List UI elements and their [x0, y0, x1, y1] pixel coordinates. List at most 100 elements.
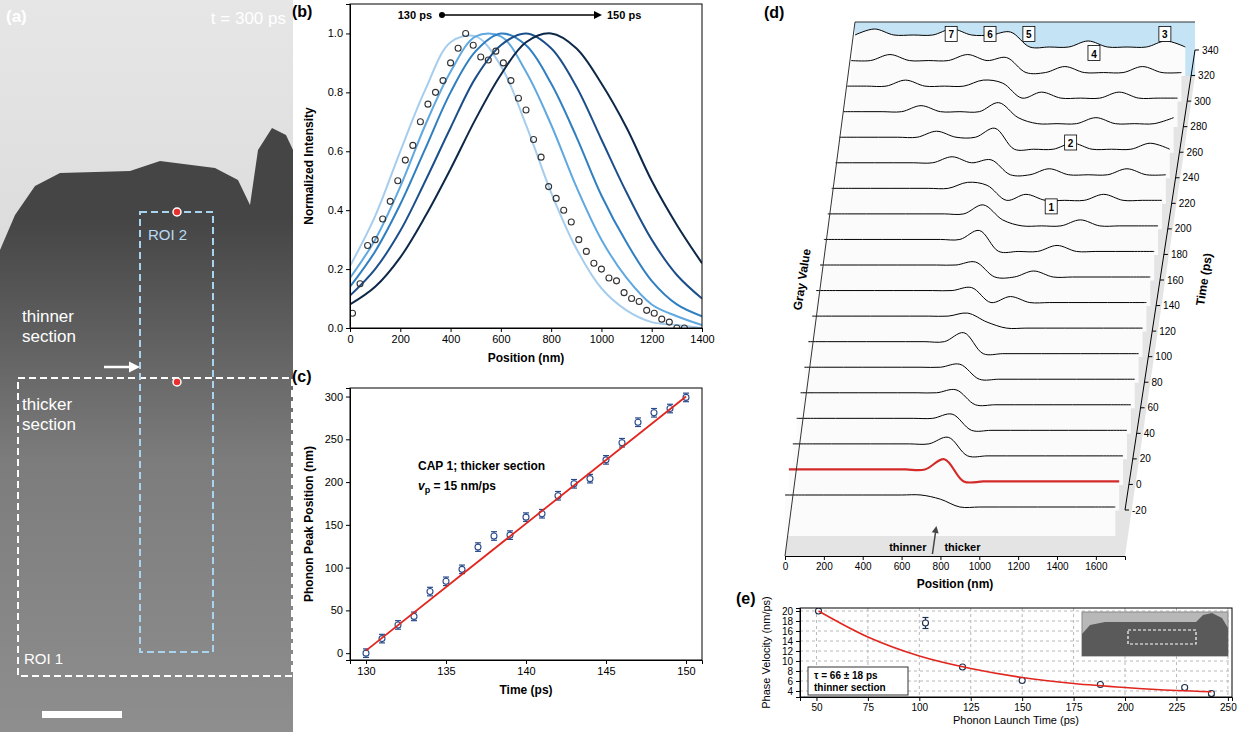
point: [587, 476, 593, 482]
tick: 1200: [1008, 556, 1031, 572]
tick: 1600: [1085, 556, 1108, 572]
tick-label: 10: [782, 656, 794, 667]
point: [666, 319, 672, 325]
tick: 0: [347, 328, 353, 345]
axis: -200204060801001201401601802002202402602…: [1125, 45, 1219, 516]
plot-frame: [350, 388, 702, 660]
tick-mark: [1074, 697, 1075, 701]
tick-label: 130: [357, 665, 375, 677]
point: [508, 78, 514, 84]
tick-mark: [1176, 177, 1180, 178]
tick-label: 75: [863, 702, 875, 713]
tick: 240: [1176, 172, 1200, 183]
annotation: 130 ps: [398, 9, 432, 21]
tick-mark: [1160, 280, 1164, 281]
tick: 200: [1117, 697, 1134, 713]
tick: 200: [392, 328, 410, 345]
tick-label: 300: [1194, 96, 1211, 107]
tick-label: 1200: [1008, 561, 1031, 572]
tick: 8: [787, 666, 800, 677]
tick-mark: [940, 556, 941, 560]
tick-mark: [526, 660, 527, 664]
trace: [804, 364, 1134, 380]
tick-label: 320: [1198, 70, 1215, 81]
arrow-head: [932, 526, 939, 534]
tick-mark: [686, 660, 687, 664]
tick-label: 200: [1117, 702, 1134, 713]
tick: 0.2: [328, 263, 350, 275]
point: [372, 237, 378, 243]
tick-label: 400: [855, 561, 872, 572]
error-bar-line: [395, 629, 401, 630]
tick: 100: [325, 562, 350, 574]
tick-label: 1.0: [328, 27, 343, 39]
box-edge: [855, 22, 1195, 23]
tick-label: 50: [331, 604, 343, 616]
roi-box: [140, 212, 213, 652]
arrow-head: [594, 11, 602, 19]
tick-mark: [551, 328, 552, 332]
arrow-head: [129, 362, 140, 373]
tick: 20: [782, 606, 800, 617]
tick-label: 50: [811, 702, 823, 713]
tick: 150: [677, 660, 695, 677]
trace: [789, 459, 1119, 482]
tick-label: 80: [1151, 377, 1163, 388]
line: [350, 33, 702, 325]
tick-label: 220: [1179, 198, 1196, 209]
box-edge: [785, 22, 855, 556]
tick-mark: [868, 697, 869, 701]
tick-label: 0.2: [328, 263, 343, 275]
tick-mark: [1168, 228, 1172, 229]
point: [583, 248, 589, 254]
error-bar-line: [683, 401, 689, 402]
tick: 16: [782, 626, 800, 637]
point: [432, 89, 438, 95]
plot-area: [350, 30, 702, 328]
axis-line: [351, 329, 703, 333]
tick-mark: [1152, 331, 1156, 332]
point: [531, 136, 537, 142]
point: [576, 237, 582, 243]
error-bar: [922, 618, 928, 629]
tick: 300: [1187, 96, 1211, 107]
tick: 280: [1183, 121, 1207, 132]
error-bar: [587, 474, 593, 483]
tick-label: 1400: [690, 333, 714, 345]
tick-mark: [1141, 407, 1145, 408]
tick: 1400: [1046, 556, 1069, 572]
point: [417, 119, 423, 125]
panel: 5075100125150175200225250468101214161820…: [736, 590, 1237, 726]
error-bar-line: [651, 408, 657, 409]
tick: 160: [1160, 275, 1184, 286]
tick-label: 125: [963, 702, 980, 713]
tick-mark: [346, 610, 350, 611]
tick: 220: [1172, 198, 1196, 209]
tick: 50: [811, 697, 823, 713]
error-bar-line: [651, 416, 657, 417]
tick-label: 140: [1163, 300, 1180, 311]
tick-mark: [785, 556, 786, 560]
error-bar-line: [523, 512, 529, 513]
tick-label: 340: [1202, 45, 1219, 56]
trace: [851, 55, 1181, 74]
point: [651, 310, 657, 316]
tick-mark: [346, 568, 350, 569]
trace: [843, 103, 1173, 124]
axis: 02004006008001000120014001600: [783, 556, 1126, 572]
point: [387, 198, 393, 204]
annotation: 4: [1091, 49, 1097, 60]
point: [478, 54, 484, 60]
tick-mark: [366, 660, 367, 664]
error-bar-line: [683, 393, 689, 394]
tick-mark: [816, 697, 817, 701]
tick-label: 120: [1159, 326, 1176, 337]
point: [922, 620, 928, 626]
plot-frame: [800, 608, 1232, 697]
tick: 145: [597, 660, 615, 677]
tick-mark: [1057, 556, 1058, 560]
marker-dot: [173, 208, 181, 216]
point: [427, 589, 433, 595]
tick-label: 145: [597, 665, 615, 677]
tick-mark: [1191, 75, 1195, 76]
